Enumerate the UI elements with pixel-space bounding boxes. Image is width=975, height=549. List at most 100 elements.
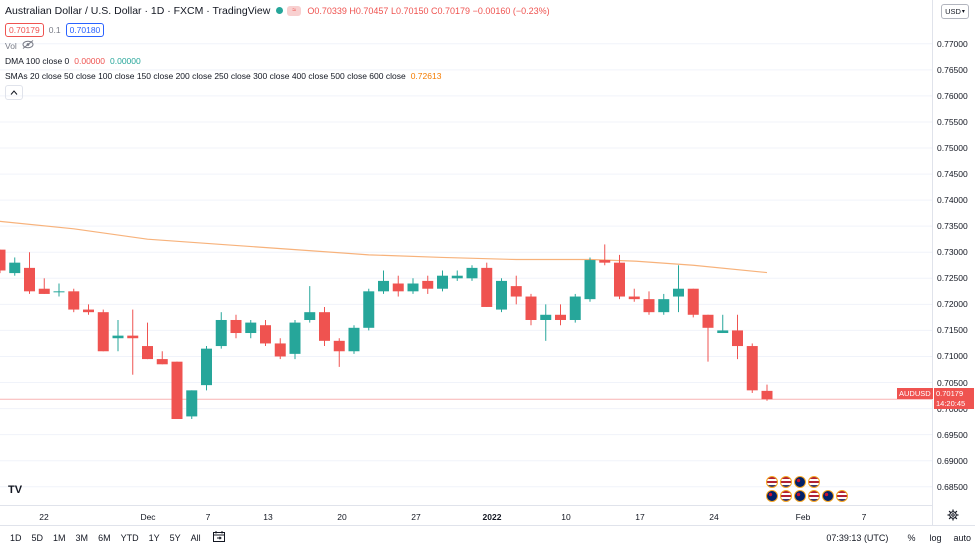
open-value: 0.70339 [314,5,347,16]
sma-line [0,220,768,274]
candle [245,319,257,339]
candle [569,293,581,323]
candle-body [732,330,743,347]
high-value: 0.70457 [355,5,389,16]
range-button-1m[interactable]: 1M [53,532,66,543]
us-flag-event-icon[interactable] [808,476,820,488]
close-label: C [431,5,438,16]
currency-label: USD [945,7,961,16]
range-button-5d[interactable]: 5D [31,532,44,543]
candle-body [614,262,625,297]
utc-clock[interactable]: 07:39:13 (UTC) [826,532,889,543]
price-tick-label: 0.76500 [937,64,968,75]
candle [24,252,35,294]
candle [142,322,153,360]
price-tick-label: 0.70500 [937,377,968,388]
range-button-1y[interactable]: 1Y [148,532,160,543]
range-button-3m[interactable]: 3M [75,532,89,543]
time-axis[interactable]: 22 Dec 7 13 20 27 2022 10 17 24 Feb 7 [0,505,932,526]
range-button-ytd[interactable]: YTD [120,532,139,543]
smas-value: 0.72613 [410,70,442,81]
candle [363,288,375,331]
symbol-title[interactable]: Australian Dollar / U.S. Dollar · 1D · F… [5,4,271,17]
candle [540,304,552,341]
candle-body [83,309,94,313]
buy-price-button[interactable]: 0.70180 [65,22,105,37]
candle-body [38,288,50,294]
close-value: 0.70179 [437,5,471,16]
dma-row[interactable]: DMA 100 close 0 0.00000 0.00000 [5,53,550,68]
range-buttons: 1D 5D 1M 3M 6M YTD 1Y 5Y All [0,533,201,543]
range-button-6m[interactable]: 6M [98,532,111,543]
sell-price-button[interactable]: 0.70179 [5,22,44,37]
log-toggle[interactable]: log [929,532,942,543]
percent-toggle[interactable]: % [907,532,916,543]
candlestick-chart[interactable] [0,0,932,505]
time-tick-label: Dec [140,512,156,522]
time-tick-label: Feb [795,512,811,522]
us-flag-event-icon[interactable] [836,490,848,502]
candle-body [643,299,655,313]
auto-toggle[interactable]: auto [953,532,971,543]
candle-body [333,340,345,352]
chart-plot-area[interactable]: Australian Dollar / U.S. Dollar · 1D · F… [0,0,932,505]
market-status-icon[interactable] [276,7,284,14]
price-tick-label: 0.73000 [937,247,968,258]
candle-body [628,296,640,300]
candle [422,275,434,294]
candle [289,319,301,360]
time-tick-label: 20 [337,512,347,522]
volume-row: Vol [5,38,550,53]
candle [392,275,404,297]
range-button-all[interactable]: All [190,532,201,543]
au-flag-event-icon[interactable] [794,476,806,488]
us-flag-event-icon[interactable] [808,490,820,502]
candle [9,257,21,276]
collapse-legend-button[interactable] [5,85,23,100]
price-axis[interactable]: 0.77000 0.76500 0.76000 0.75500 0.75000 0.745… [932,0,975,525]
range-button-1d[interactable]: 1D [10,532,22,543]
volume-label[interactable]: Vol [5,40,17,51]
price-tick-label: 0.72000 [937,299,968,310]
candle [230,314,242,339]
date-range-icon[interactable] [212,529,225,547]
compare-icon[interactable]: ≈ [287,5,302,16]
price-tick-label: 0.76000 [937,90,968,101]
au-flag-event-icon[interactable] [822,490,834,502]
au-flag-event-icon[interactable] [794,490,806,502]
bottom-toolbar: 1D 5D 1M 3M 6M YTD 1Y 5Y All 07:39:13 (UTC) % lo… [0,525,975,549]
smas-label: SMAs 20 close 50 close 100 close 150 clo… [5,70,406,81]
settings-gear-icon[interactable] [947,508,959,526]
us-flag-event-icon[interactable] [780,490,792,502]
us-flag-event-icon[interactable] [780,476,792,488]
candle-body [687,288,699,315]
candle [761,384,773,401]
candle-body [555,314,566,320]
candle-body [466,267,478,279]
candle [614,254,625,300]
candle [378,270,389,294]
candle-body [9,262,21,274]
chevron-down-icon: ▾ [961,9,965,15]
candle [407,278,419,294]
price-tick-label: 0.68500 [937,481,968,492]
candle-body [496,280,507,310]
candle-body [156,359,168,365]
candle [481,262,493,307]
candle-body [702,314,714,328]
spread-value: 0.1 [48,24,61,35]
smas-row[interactable]: SMAs 20 close 50 close 100 close 150 clo… [5,68,550,83]
currency-button[interactable]: USD ▾ [941,4,969,19]
candle-body [127,335,139,339]
last-price-tag: 0.70179 [934,388,974,399]
us-flag-event-icon[interactable] [766,476,778,488]
candle [584,257,596,302]
candle-body [24,267,35,292]
range-button-5y[interactable]: 5Y [169,532,181,543]
eye-off-icon[interactable] [22,39,34,52]
candle [451,270,463,281]
au-flag-event-icon[interactable] [766,490,778,502]
candle-body [481,267,493,307]
candle-body [673,288,684,297]
tradingview-logo[interactable]: TV [8,484,23,496]
